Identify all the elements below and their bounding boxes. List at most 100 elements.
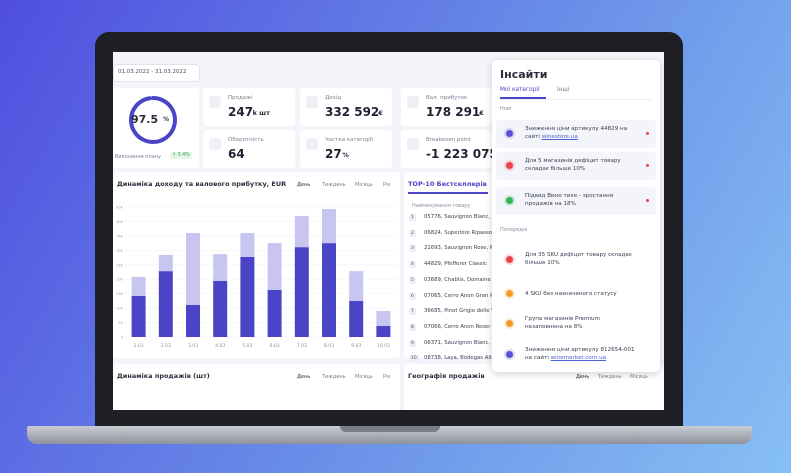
kpi-value: 332 592 [325,105,380,119]
y-tick-label: 300 [116,249,123,253]
x-tick-label: 9.03 [351,343,361,349]
insight-icon [506,351,513,358]
sales-panel: Динаміка продажів (шт) День Тиждень Місяць… [113,364,400,410]
kpi-card: Продажі 247 k шт [203,88,295,126]
product-name: 06371, Sauvignon Blanc, L [424,339,495,346]
insights-title: Інсайти [500,68,548,81]
rank-badge: 6 [409,292,416,300]
insights-tab[interactable]: Мої категорії [500,87,540,93]
plan-label: Виконання плану [115,154,161,160]
insight-link[interactable]: winemarket.com.ua [550,355,607,361]
bar [240,233,255,257]
insight-link[interactable]: winestore.ua [541,134,578,140]
insight-text: 4 SKU без назначеного статусу [525,290,635,298]
insight-message: Зниження ціни артикулу 812654-001 на сай… [525,347,635,361]
period-tab[interactable]: День [297,374,311,380]
kpi-card: Оборотність 64 [203,130,295,168]
insight-message: Для 5 магазинів дефіцит товару складає б… [525,158,621,172]
insight-icon [506,256,513,263]
sales-title: Динаміка продажів (шт) [117,372,210,380]
rank-badge: 2 [409,229,416,237]
insight-icon [506,197,513,204]
product-name: 07065, Cerro Anon Gran R [424,292,494,299]
bar [349,271,364,301]
product-name: 36685, Pinot Grigio delle V [424,308,495,315]
new-indicator [646,199,649,202]
revenue-panel: Динаміка доходу та валового прибутку, EU… [113,172,400,358]
insight-item[interactable]: Зниження ціни артикулу 44829 на сайті wi… [496,120,656,148]
bar [322,243,336,337]
kpi-icon [306,96,318,108]
bar [267,243,282,290]
kpi-card: Дохід 332 592 € [300,88,392,126]
kpi-unit: k шт [252,109,270,117]
x-tick-label: 2.03 [161,343,171,349]
period-tab[interactable]: Тиждень [322,182,346,188]
insight-item[interactable]: Підвид Вино тихе - зростання продажів на… [496,187,656,215]
rank-badge: 9 [409,339,416,347]
kpi-card: Вал. прибуток 178 291 € [401,88,493,126]
kpi-icon [306,138,318,150]
kpi-label: Дохід [325,95,342,101]
kpi-unit: % [342,151,349,159]
period-tab[interactable]: Місяць [355,182,373,188]
insight-item[interactable]: Для 35 SKU дефіцит товару складає більше… [496,246,656,274]
kpi-icon [209,96,221,108]
y-tick-label: 400 [116,220,123,224]
product-name: 44829, Pfefferer Classic [424,261,487,268]
x-tick-label: 4.03 [215,343,225,349]
date-picker[interactable]: 01.03.2022 - 31.03.2022 [113,64,200,82]
bestsellers-header: Найменування товару [412,203,471,209]
insight-text: Зниження ціни артикулу 44829 на сайті wi… [525,125,635,141]
x-tick-label: 3.03 [188,343,198,349]
insight-message: 4 SKU без назначеного статусу [525,291,617,297]
kpi-value: 64 [228,147,245,161]
x-tick-label: 5.03 [242,343,252,349]
insight-item[interactable]: Зниження ціни артикулу 812654-001 на сай… [496,341,656,369]
bar [240,256,255,337]
bar [294,247,309,337]
y-tick-label: 50 [119,321,123,325]
kpi-label: Частка категорії [325,137,373,143]
product-name: 06824, Superiore Ripasso [424,229,492,236]
y-tick-label: 0 [121,336,123,340]
period-tab[interactable]: Тиждень [322,374,346,380]
insight-icon [506,162,513,169]
period-tab[interactable]: День [576,374,590,380]
kpi-value: 178 291 [426,105,481,119]
insight-item[interactable]: Для 5 магазинів дефіцит товару складає б… [496,152,656,180]
bar [131,276,146,296]
insight-message: Підвид Вино тихе - зростання продажів на… [525,193,614,207]
y-tick-label: 350 [116,234,123,238]
rank-badge: 5 [409,276,416,284]
period-tab[interactable]: Рік [383,374,391,380]
product-name: 08738, Laya, Bodegas Alt [424,355,492,362]
rank-badge: 10 [409,355,419,363]
insight-message: Для 35 SKU дефіцит товару складає більше… [525,252,632,266]
rank-badge: 3 [409,245,416,253]
period-tab[interactable]: День [297,182,311,188]
period-tab[interactable]: Місяць [630,374,648,380]
period-tab[interactable]: Місяць [355,374,373,380]
insight-icon [506,130,513,137]
bar [376,311,391,327]
date-range: 01.03.2022 - 31.03.2022 [118,69,187,75]
rank-badge: 4 [409,261,416,269]
insight-item[interactable]: 4 SKU без назначеного статусу [496,280,656,308]
bar [131,295,146,337]
insights-tab[interactable]: Інші [557,87,570,93]
kpi-label: Breakeven point [426,137,471,143]
insight-icon [506,290,513,297]
period-tab[interactable]: Рік [383,182,391,188]
laptop-base [27,426,752,444]
insight-item[interactable]: Група магазинів Premium незаповнена на 8… [496,310,656,338]
plan-unit: % [163,116,170,123]
product-name: 03689, Chablis, Domaine [424,276,491,283]
y-tick-label: 100 [116,307,123,311]
product-name: 21693, Sauvignon Rose, M [424,245,495,252]
x-tick-label: 8.03 [324,343,334,349]
period-tab[interactable]: Тиждень [598,374,622,380]
bar [322,209,336,244]
laptop-notch [340,426,440,432]
